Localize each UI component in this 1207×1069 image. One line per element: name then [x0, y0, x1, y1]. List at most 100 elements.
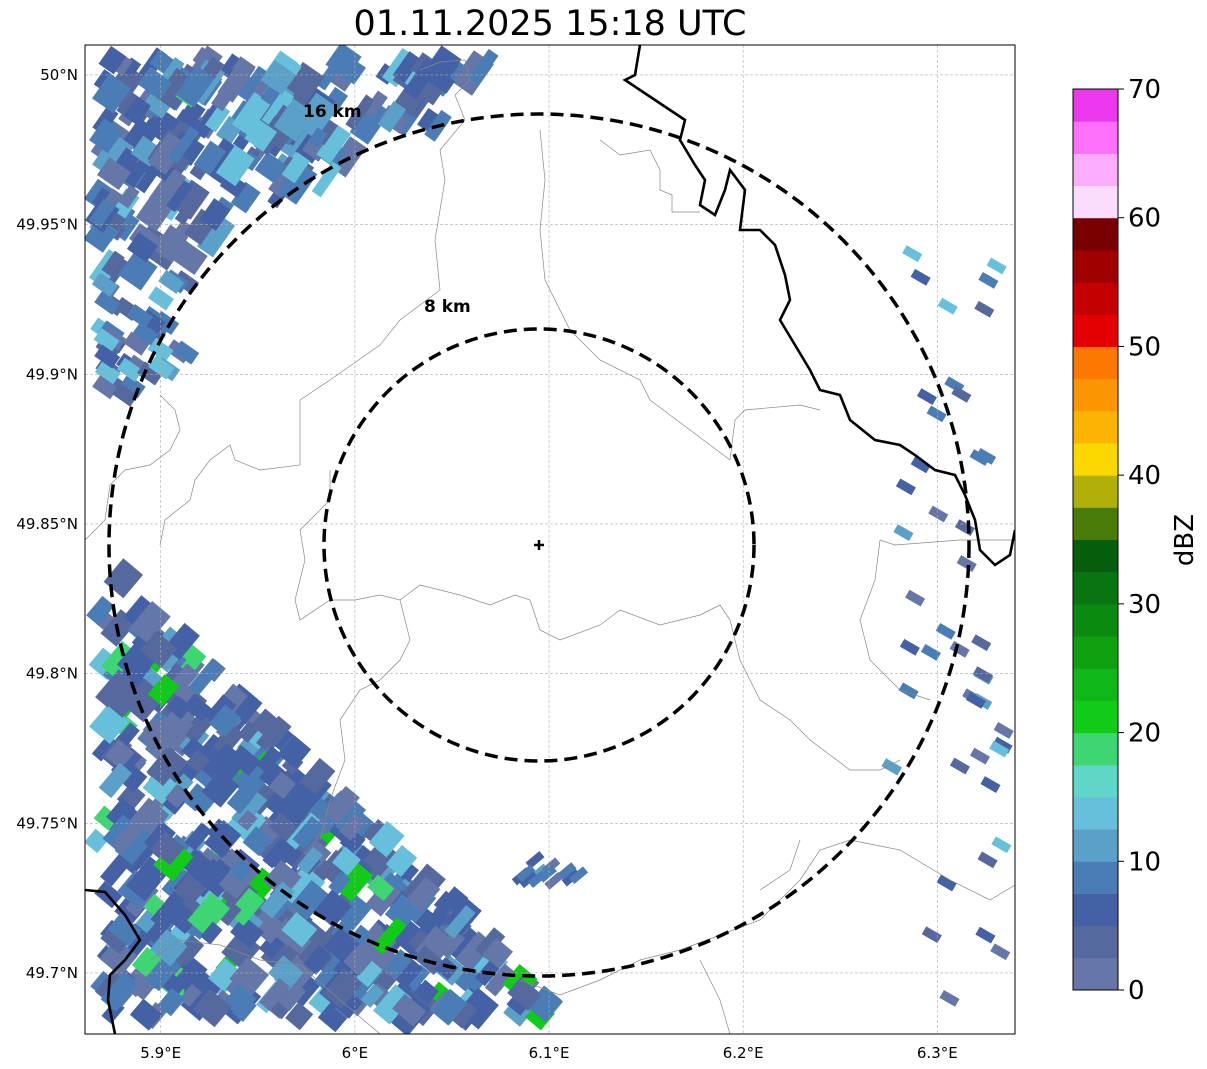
axis-ticks: 5.9°E 6°E 6.1°E 6.2°E 6.3°E 50°N 49.95°N 49.9°N… [16, 66, 957, 1062]
border-line [859, 539, 1015, 701]
colorbar-bin [1073, 893, 1118, 927]
colorbar-frame [1072, 88, 1119, 991]
echo-cell [98, 45, 127, 75]
border-line [319, 599, 411, 841]
echo-cell [356, 959, 383, 988]
echo-cell [916, 388, 937, 406]
echo-cell [526, 985, 564, 1023]
echo-cell [92, 375, 119, 400]
echo-cell [153, 310, 180, 335]
colorbar-bin [1073, 249, 1118, 283]
lat-tick-label: 49.9°N [26, 365, 78, 383]
colorbar-tick-label: 20 [1128, 719, 1161, 749]
echo-cell [525, 851, 545, 869]
echo-cell [175, 65, 215, 108]
echo-cell [261, 89, 295, 128]
colorbar-tick-label: 10 [1128, 847, 1161, 877]
echo-cell [976, 447, 997, 465]
echo-cell [114, 824, 155, 866]
echo-cell [237, 720, 259, 743]
echo-cell [406, 876, 441, 913]
colorbar-bin [1073, 571, 1118, 605]
echo-cell [98, 762, 133, 799]
echo-cell [93, 328, 120, 353]
echo-cell [100, 923, 132, 954]
echo-cell [143, 893, 166, 916]
echo-cell [91, 272, 118, 297]
echo-cell [367, 874, 395, 902]
echo-cell [263, 859, 302, 899]
echo-cell [285, 1001, 314, 1031]
echo-cell [308, 127, 328, 148]
echo-cell [974, 300, 995, 318]
echo-cell [175, 935, 205, 966]
colorbar-bin [1073, 732, 1118, 766]
lon-tick-label: 5.9°E [140, 1044, 181, 1062]
colorbar-bin [1073, 475, 1118, 508]
border-line [699, 839, 801, 1034]
echo-cell [516, 864, 536, 883]
echo-cell [993, 722, 1014, 739]
border-line [539, 129, 821, 461]
echo-cell [150, 831, 185, 866]
echo-cell [372, 917, 407, 955]
echo-cell [345, 94, 375, 131]
echo-cell [349, 99, 391, 145]
echo-cell [111, 820, 143, 855]
echo-cell [215, 144, 255, 187]
echo-cell [94, 360, 121, 385]
echo-cell [123, 331, 150, 356]
echo-cell [112, 382, 139, 407]
lon-tick-label: 6.1°E [529, 1044, 570, 1062]
echo-cell [518, 870, 538, 889]
border-line [149, 839, 1015, 1034]
echo-cell [928, 505, 949, 523]
echo-cell [230, 181, 261, 214]
echo-cell [881, 758, 902, 776]
echo-cell [990, 943, 1011, 961]
echo-cell [228, 858, 253, 882]
border-line [294, 470, 901, 771]
echo-cell [935, 622, 956, 640]
echo-cell [360, 983, 385, 1008]
echo-cell [910, 268, 931, 286]
echo-cell [136, 361, 164, 386]
echo-cell [254, 151, 287, 184]
echo-cell [199, 858, 238, 898]
echo-cell [222, 983, 257, 1018]
colorbar-bin [1073, 346, 1118, 380]
echo-cell [484, 963, 516, 997]
echo-cell [196, 214, 236, 258]
echo-cell [215, 899, 242, 927]
colorbar-bin [1073, 925, 1118, 959]
echo-cell [193, 988, 232, 1028]
echo-cell [527, 870, 547, 888]
range-ring-8km [322, 327, 756, 763]
echo-cell [228, 744, 261, 777]
gridlines [85, 45, 1015, 1034]
echo-cell [116, 357, 143, 382]
colorbar-bin [1073, 764, 1118, 798]
echo-cell [89, 118, 124, 154]
echo-cell [228, 887, 265, 926]
lon-tick-label: 6°E [342, 1044, 369, 1062]
echo-cell [339, 812, 366, 841]
range-rings [107, 112, 971, 978]
colorbar-bin [1073, 185, 1118, 219]
echo-cell [949, 757, 970, 775]
echo-cell [88, 198, 116, 229]
echo-cell [212, 724, 245, 758]
lat-tick-label: 49.8°N [26, 665, 78, 683]
echo-cell [316, 124, 351, 164]
echo-cell [910, 456, 931, 474]
lat-tick-label: 49.7°N [26, 964, 78, 982]
echo-cell [475, 927, 506, 960]
echo-cell [926, 405, 947, 423]
echo-cell [93, 805, 120, 831]
echo-cell [158, 269, 185, 294]
borders [85, 45, 1015, 1034]
echo-cell [965, 691, 986, 709]
echo-cell [413, 907, 437, 932]
echo-cell [949, 640, 970, 658]
